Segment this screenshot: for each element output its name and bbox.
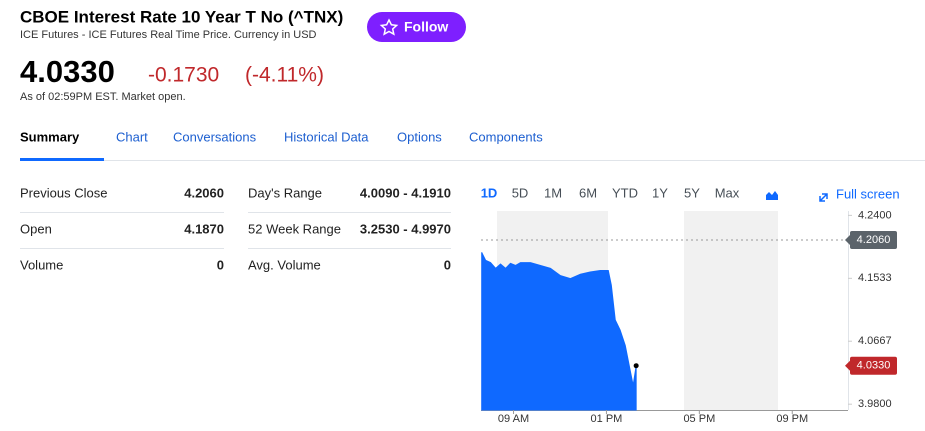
session-shade [684, 211, 778, 410]
quote-subtitle: ICE Futures - ICE Futures Real Time Pric… [20, 29, 317, 41]
price-change-percent: (-4.11%) [245, 64, 324, 87]
previous-close-badge-arrow [845, 235, 850, 246]
price-area [481, 252, 637, 411]
stat-value: 3.2530 - 4.9970 [360, 221, 451, 236]
previous-close-badge-bg [850, 231, 897, 250]
range-button[interactable]: YTD [612, 185, 638, 200]
follow-button-bg[interactable] [367, 12, 466, 42]
stat-value: 0 [217, 257, 224, 272]
y-tick-label: 4.2400 [858, 209, 892, 221]
range-button[interactable]: 1M [544, 185, 562, 200]
x-tick-label: 01 PM [591, 413, 623, 425]
quote-title: CBOE Interest Rate 10 Year T No (^TNX) [20, 7, 343, 26]
expand-icon[interactable] [819, 193, 828, 202]
price-change: -0.1730 [148, 64, 219, 87]
range-button[interactable]: 5D [512, 185, 529, 200]
range-button[interactable]: 5Y [684, 185, 700, 200]
current-price-badge-arrow [845, 360, 850, 371]
tab[interactable]: Historical Data [284, 129, 369, 144]
as-of: As of 02:59PM EST. Market open. [20, 91, 186, 103]
tab[interactable]: Components [469, 129, 543, 144]
chart-type-icon[interactable] [766, 191, 778, 200]
star-icon[interactable] [379, 18, 399, 36]
stat-label: Avg. Volume [248, 257, 321, 272]
current-price-badge-bg [850, 356, 897, 375]
y-tick-label: 3.9800 [858, 398, 892, 410]
range-button[interactable]: 6M [579, 185, 597, 200]
last-point [633, 363, 639, 369]
stat-value: 4.2060 [184, 185, 224, 200]
stat-label: Volume [20, 257, 63, 272]
tab[interactable]: Summary [20, 129, 80, 144]
current-price-badge: 4.0330 [857, 360, 891, 372]
stat-label: Day's Range [248, 185, 322, 200]
range-button[interactable]: 1D [481, 185, 498, 200]
range-button[interactable]: 1Y [652, 185, 668, 200]
price: 4.0330 [20, 54, 115, 89]
stat-value: 4.1870 [184, 221, 224, 236]
full-screen-button[interactable]: Full screen [819, 186, 900, 202]
previous-close-badge: 4.2060 [857, 234, 891, 246]
stat-label: Open [20, 221, 52, 236]
stat-label: Previous Close [20, 185, 107, 200]
x-tick-label: 09 AM [498, 413, 529, 425]
y-tick-label: 4.1533 [858, 272, 892, 284]
tab[interactable]: Conversations [173, 129, 257, 144]
range-button[interactable]: Max [715, 185, 740, 200]
active-tab-underline [20, 158, 104, 161]
tab[interactable]: Chart [116, 129, 148, 144]
y-tick-label: 4.0667 [858, 335, 892, 347]
x-tick-label: 09 PM [776, 413, 808, 425]
x-tick-label: 05 PM [683, 413, 715, 425]
stat-value: 4.0090 - 4.1910 [360, 185, 451, 200]
stat-value: 0 [444, 257, 451, 272]
follow-button[interactable]: Follow [367, 12, 466, 42]
full-screen-label[interactable]: Full screen [836, 186, 900, 201]
stat-label: 52 Week Range [248, 221, 341, 236]
mountain-icon[interactable] [766, 191, 778, 200]
tab[interactable]: Options [397, 129, 442, 144]
follow-label[interactable]: Follow [404, 19, 448, 35]
